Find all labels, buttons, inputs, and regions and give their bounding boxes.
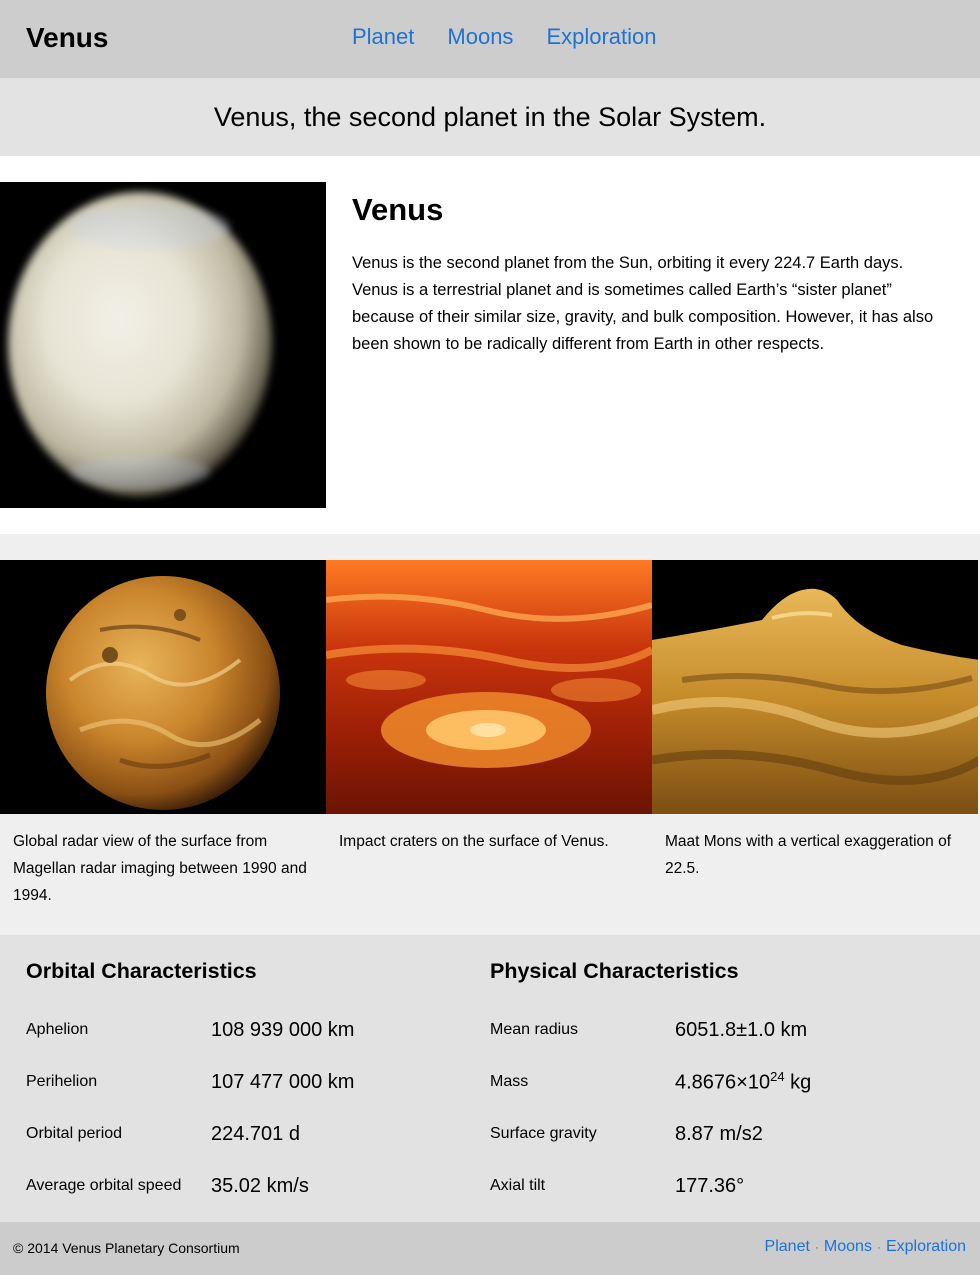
gallery-item: Global radar view of the surface from Ma… xyxy=(0,560,326,909)
row-value: 4.8676×1024 kg xyxy=(675,1069,811,1095)
intro-text-block: Venus Venus is the second planet from th… xyxy=(352,192,952,358)
intro-paragraph: Venus is the second planet from the Sun,… xyxy=(352,254,934,353)
gallery-item: Maat Mons with a vertical exaggeration o… xyxy=(652,560,978,882)
table-row: Mass 4.8676×1024 kg xyxy=(490,1056,930,1108)
orbital-title: Orbital Characteristics xyxy=(26,959,257,983)
radar-globe-image xyxy=(0,560,326,814)
physical-characteristics: Physical Characteristics Mean radius 605… xyxy=(490,959,930,1212)
footer-link-exploration[interactable]: Exploration xyxy=(885,1238,966,1255)
footer-separator: · xyxy=(814,1240,819,1254)
intro-section: Venus Venus is the second planet from th… xyxy=(0,156,980,534)
row-value: 177.36° xyxy=(675,1174,745,1197)
row-value: 6051.8±1.0 km xyxy=(675,1018,808,1041)
footer-link-moons[interactable]: Moons xyxy=(823,1238,872,1255)
row-label: Mass xyxy=(490,1073,529,1090)
nav-link-exploration[interactable]: Exploration xyxy=(546,24,657,49)
image-gallery: Global radar view of the surface from Ma… xyxy=(0,534,980,935)
row-value: 224.701 d xyxy=(211,1122,300,1145)
table-row: Orbital period 224.701 d xyxy=(26,1108,466,1160)
table-row: Mean radius 6051.8±1.0 km xyxy=(490,1004,930,1056)
table-row: Surface gravity 8.87 m/s2 xyxy=(490,1108,930,1160)
gallery-caption: Global radar view of the surface from Ma… xyxy=(13,833,307,904)
row-value: 8.87 m/s2 xyxy=(675,1122,763,1145)
tagline: Venus, the second planet in the Solar Sy… xyxy=(0,78,980,156)
row-value: 35.02 km/s xyxy=(211,1174,309,1197)
characteristics-section: Orbital Characteristics Aphelion 108 939… xyxy=(0,935,980,1222)
intro-title: Venus xyxy=(352,192,444,227)
gallery-item: Impact craters on the surface of Venus. xyxy=(326,560,652,855)
footer-nav: Planet · Moons · Exploration xyxy=(765,1238,966,1256)
physical-title: Physical Characteristics xyxy=(490,959,739,983)
gallery-caption: Impact craters on the surface of Venus. xyxy=(339,833,609,850)
mass-exponent: 24 xyxy=(770,1069,785,1085)
row-label: Aphelion xyxy=(26,1021,89,1038)
table-row: Aphelion 108 939 000 km xyxy=(26,1004,466,1056)
row-label: Axial tilt xyxy=(490,1177,546,1194)
row-label: Surface gravity xyxy=(490,1125,597,1142)
table-row: Average orbital speed 35.02 km/s xyxy=(26,1160,466,1212)
table-row: Axial tilt 177.36° xyxy=(490,1160,930,1212)
footer-separator: · xyxy=(876,1240,881,1254)
site-footer: © 2014 Venus Planetary Consortium Planet… xyxy=(0,1222,980,1275)
table-row: Perihelion 107 477 000 km xyxy=(26,1056,466,1108)
venus-globe-image xyxy=(0,182,326,508)
row-label: Mean radius xyxy=(490,1021,579,1038)
nav-link-planet[interactable]: Planet xyxy=(352,24,415,49)
site-header: Venus Planet Moons Exploration xyxy=(0,0,980,78)
row-label: Perihelion xyxy=(26,1073,98,1090)
site-logo[interactable]: Venus xyxy=(26,22,109,53)
main-nav: Planet Moons Exploration xyxy=(352,24,657,50)
gallery-caption: Maat Mons with a vertical exaggeration o… xyxy=(665,833,952,877)
row-value: 108 939 000 km xyxy=(211,1018,355,1041)
nav-link-moons[interactable]: Moons xyxy=(447,24,514,49)
row-label: Orbital period xyxy=(26,1125,123,1142)
row-label: Average orbital speed xyxy=(26,1177,182,1194)
footer-link-planet[interactable]: Planet xyxy=(764,1238,810,1255)
mass-unit: kg xyxy=(784,1071,812,1094)
copyright-text: © 2014 Venus Planetary Consortium xyxy=(13,1240,240,1256)
impact-craters-image xyxy=(326,560,652,814)
maat-mons-image xyxy=(652,560,978,814)
mass-mantissa: 4.8676×10 xyxy=(675,1071,771,1094)
orbital-characteristics: Orbital Characteristics Aphelion 108 939… xyxy=(26,959,466,1212)
row-value: 107 477 000 km xyxy=(211,1070,355,1093)
